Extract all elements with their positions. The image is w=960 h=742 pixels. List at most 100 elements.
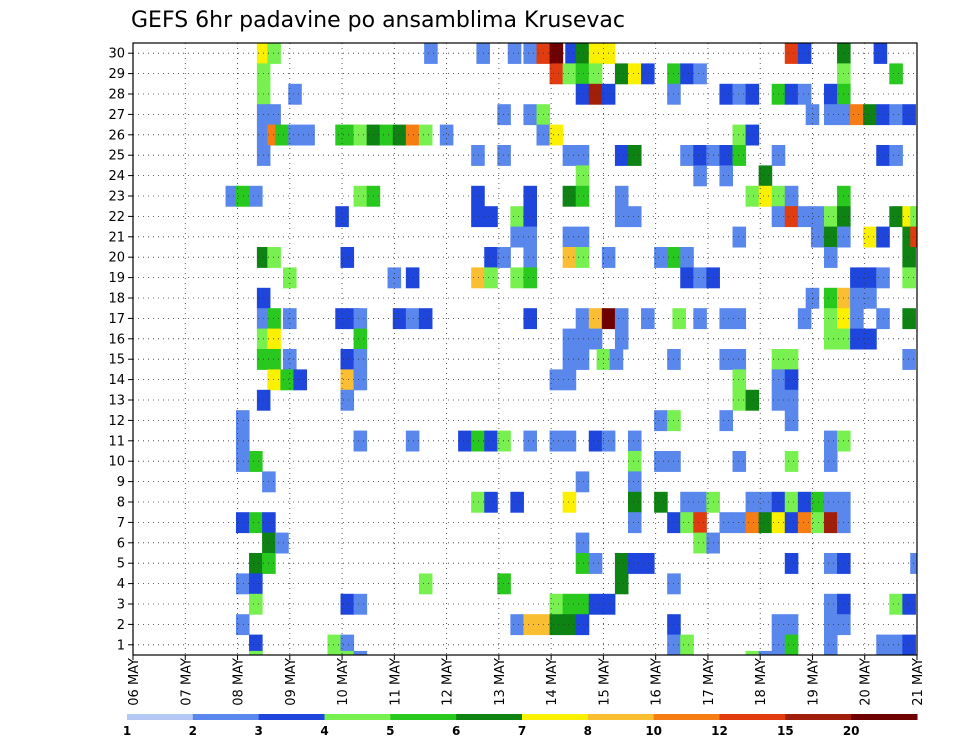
heatmap-cell <box>693 512 707 534</box>
colorbar-label: 1 <box>123 724 131 738</box>
heatmap-cell <box>267 369 281 391</box>
colorbar-legend: 1 2 3 4 5 6 7 8 10 12 15 20 <box>123 714 918 738</box>
heatmap-cell <box>784 389 799 411</box>
y-tick-label: 5 <box>117 557 125 572</box>
heatmap-cell <box>510 491 524 513</box>
heatmap-cell <box>575 226 590 248</box>
heatmap-cell <box>379 124 394 146</box>
heatmap-cell <box>823 104 838 126</box>
colorbar-swatch <box>851 714 918 720</box>
heatmap-cell <box>588 593 603 615</box>
heatmap-cell <box>758 650 773 655</box>
x-tick-label: 14 MAY <box>545 658 560 706</box>
heatmap-cell <box>249 512 263 534</box>
heatmap-cell <box>353 308 368 330</box>
heatmap-cell <box>353 124 368 146</box>
heatmap-cell <box>614 185 629 207</box>
heatmap-cell <box>758 512 773 534</box>
heatmap-cell <box>732 512 747 534</box>
heatmap-cell <box>889 206 903 228</box>
heatmap-cell <box>823 328 838 350</box>
heatmap-cell <box>575 553 590 574</box>
heatmap-cell <box>575 328 590 350</box>
colorbar-label: 15 <box>777 724 794 738</box>
heatmap-cell <box>235 430 250 452</box>
heatmap-cell <box>823 614 838 636</box>
heatmap-cell <box>562 63 577 85</box>
heatmap-cell <box>823 430 838 452</box>
heatmap-cell <box>873 43 888 64</box>
y-tick-label: 14 <box>108 373 125 388</box>
heatmap-cell <box>784 451 799 472</box>
heatmap-cell <box>805 104 820 126</box>
heatmap-cell <box>588 63 603 85</box>
y-tick-label: 12 <box>108 414 125 429</box>
colorbar-swatch <box>192 714 260 720</box>
x-axis-ticks: 06 MAY 07 MAY 08 MAY 09 MAY 10 MAY 11 MAY 12 M… <box>127 655 926 706</box>
heatmap-cell <box>823 512 838 534</box>
heatmap-cell <box>627 471 642 493</box>
heatmap-cell <box>654 491 668 513</box>
y-tick-label: 15 <box>108 353 125 368</box>
heatmap-cell <box>732 124 747 146</box>
heatmap-cell <box>850 104 864 126</box>
heatmap-cell <box>732 369 747 391</box>
colorbar-label: 20 <box>843 724 860 738</box>
heatmap-cell <box>823 553 838 574</box>
y-tick-label: 8 <box>117 496 125 511</box>
y-tick-label: 6 <box>117 536 125 551</box>
heatmap-cell <box>732 145 747 166</box>
heatmap-cell <box>497 247 511 268</box>
heatmap-cell <box>471 145 485 166</box>
heatmap-cell <box>680 63 694 85</box>
heatmap-cell <box>353 185 368 207</box>
heatmap-cell <box>758 491 773 513</box>
heatmap-cell <box>823 206 838 228</box>
heatmap-cell <box>249 451 263 472</box>
heatmap-cell <box>523 185 538 207</box>
colorbar-swatch <box>719 714 786 720</box>
heatmap-cell <box>784 83 799 105</box>
heatmap-cell <box>889 634 903 655</box>
heatmap-cell <box>439 124 454 146</box>
heatmap-cell <box>405 267 420 289</box>
heatmap-cell <box>784 553 799 574</box>
heatmap-cell <box>340 369 355 391</box>
heatmap-cell <box>863 287 877 309</box>
heatmap-cell <box>863 328 877 350</box>
heatmap-cell <box>418 124 433 146</box>
heatmap-cell <box>745 83 760 105</box>
heatmap-cell <box>249 553 263 574</box>
heatmap-cell <box>235 185 250 207</box>
heatmap-cell <box>575 83 590 105</box>
heatmap-cell <box>549 614 564 636</box>
heatmap-cell <box>267 328 281 350</box>
heatmap-cell <box>614 145 629 166</box>
heatmap-cell <box>288 124 302 146</box>
heatmap-cell <box>889 63 903 85</box>
x-tick-label: 09 MAY <box>284 658 299 706</box>
heatmap-cell <box>850 328 864 350</box>
heatmap-cell <box>507 43 522 64</box>
heatmap-cell <box>719 349 734 370</box>
heatmap-cell <box>823 491 838 513</box>
heatmap-cell <box>850 308 864 330</box>
chart-title: GEFS 6hr padavine po ansamblima Krusevac <box>131 8 625 33</box>
y-tick-label: 13 <box>108 394 125 409</box>
heatmap-cell <box>405 124 420 146</box>
heatmap-cell <box>823 308 838 330</box>
y-tick-label: 16 <box>108 332 125 347</box>
heatmap-cell <box>850 267 864 289</box>
heatmap-cell <box>523 430 538 452</box>
heatmap-cell <box>484 247 498 268</box>
heatmap-cell <box>588 553 603 574</box>
heatmap-cell <box>335 206 349 228</box>
heatmap-cell <box>745 512 760 534</box>
heatmap-cell <box>889 593 903 615</box>
heatmap-cell <box>863 104 877 126</box>
heatmap-cell <box>353 430 368 452</box>
heatmap-cell <box>340 634 355 655</box>
heatmap-cell <box>523 104 538 126</box>
colorbar-label: 5 <box>386 724 394 738</box>
heatmap-cell <box>340 389 355 411</box>
